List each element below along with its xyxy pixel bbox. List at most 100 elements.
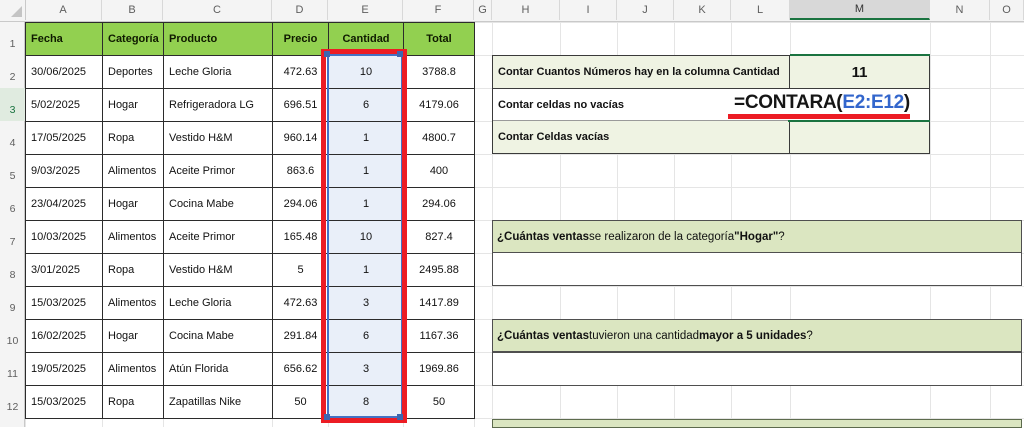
cell-precio-row8[interactable]: 5 [273,254,329,287]
cell-cantidad-row7[interactable]: 10 [329,221,404,254]
row-header-1[interactable]: 1 [9,38,16,50]
cell-cantidad-row5[interactable]: 1 [329,155,404,188]
cell-producto-row7[interactable]: Aceite Primor [164,221,273,254]
cell-fecha-row12[interactable]: 15/03/2025 [26,386,103,419]
column-header-G[interactable]: G [474,0,492,20]
table-header-fecha[interactable]: Fecha [26,23,103,56]
cell-cantidad-row9[interactable]: 3 [329,287,404,320]
cell-total-row10[interactable]: 1167.36 [404,320,475,353]
cell-precio-row6[interactable]: 294.06 [273,188,329,221]
table-header-total[interactable]: Total [404,23,475,56]
cell-producto-row10[interactable]: Cocina Mabe [164,320,273,353]
cell-fecha-row4[interactable]: 17/05/2025 [26,122,103,155]
row-header-2[interactable]: 2 [9,71,16,83]
cell-producto-row5[interactable]: Aceite Primor [164,155,273,188]
cell-precio-row12[interactable]: 50 [273,386,329,419]
cell-total-row6[interactable]: 294.06 [404,188,475,221]
cell-fecha-row8[interactable]: 3/01/2025 [26,254,103,287]
column-header-H[interactable]: H [492,0,560,20]
selection-handle[interactable] [397,414,403,420]
select-all-corner[interactable] [0,0,26,20]
row-header-10[interactable]: 10 [6,335,19,347]
column-header-A[interactable]: A [25,0,102,20]
row-header-8[interactable]: 8 [9,269,16,281]
cell-categoria-row9[interactable]: Alimentos [103,287,164,320]
cell-precio-row5[interactable]: 863.6 [273,155,329,188]
cell-total-row9[interactable]: 1417.89 [404,287,475,320]
cell-cantidad-row6[interactable]: 1 [329,188,404,221]
cell-producto-row6[interactable]: Cocina Mabe [164,188,273,221]
cell-cantidad-row8[interactable]: 1 [329,254,404,287]
column-header-J[interactable]: J [617,0,674,20]
cell-producto-row8[interactable]: Vestido H&M [164,254,273,287]
selection-handle[interactable] [397,51,403,57]
table-header-precio[interactable]: Precio [273,23,329,56]
question2-answer-cell[interactable] [492,352,1022,386]
column-header-N[interactable]: N [930,0,990,20]
column-header-F[interactable]: F [403,0,474,20]
question1-answer-cell[interactable] [492,252,1022,286]
cell-fecha-row10[interactable]: 16/02/2025 [26,320,103,353]
cell-producto-row12[interactable]: Zapatillas Nike [164,386,273,419]
cell-cantidad-row10[interactable]: 6 [329,320,404,353]
row-header-7[interactable]: 7 [9,236,16,248]
cell-precio-row7[interactable]: 165.48 [273,221,329,254]
row-header-3[interactable]: 3 [0,88,25,121]
row-header-5[interactable]: 5 [9,170,16,182]
question1-banner[interactable]: ¿Cuántas ventas se realizaron de la cate… [492,220,1022,253]
row-header-4[interactable]: 4 [9,137,16,149]
cell-categoria-row8[interactable]: Ropa [103,254,164,287]
cell-total-row5[interactable]: 400 [404,155,475,188]
cell-categoria-row12[interactable]: Ropa [103,386,164,419]
row-header-6[interactable]: 6 [9,203,16,215]
cell-fecha-row6[interactable]: 23/04/2025 [26,188,103,221]
row-header-9[interactable]: 9 [9,302,16,314]
column-header-B[interactable]: B [102,0,163,20]
cell-precio-row10[interactable]: 291.84 [273,320,329,353]
cell-precio-row4[interactable]: 960.14 [273,122,329,155]
cell-fecha-row5[interactable]: 9/03/2025 [26,155,103,188]
cell-cantidad-row12[interactable]: 8 [329,386,404,419]
column-header-O[interactable]: O [990,0,1024,20]
cell-producto-row3[interactable]: Refrigeradora LG [164,89,273,122]
cell-fecha-row3[interactable]: 5/02/2025 [26,89,103,122]
cell-categoria-row3[interactable]: Hogar [103,89,164,122]
cell-producto-row2[interactable]: Leche Gloria [164,56,273,89]
column-header-C[interactable]: C [163,0,272,20]
cell-fecha-row11[interactable]: 19/05/2025 [26,353,103,386]
cell-categoria-row2[interactable]: Deportes [103,56,164,89]
question2-banner[interactable]: ¿Cuántas ventas tuvieron una cantidad ma… [492,319,1022,352]
cell-total-row8[interactable]: 2495.88 [404,254,475,287]
count-nonempty-label[interactable]: Contar celdas no vacías [493,98,624,111]
count-numbers-label[interactable]: Contar Cuantos Números hay en la columna… [493,56,790,88]
table-header-producto[interactable]: Producto [164,23,273,56]
cell-precio-row3[interactable]: 696.51 [273,89,329,122]
cell-producto-row4[interactable]: Vestido H&M [164,122,273,155]
cell-categoria-row10[interactable]: Hogar [103,320,164,353]
column-header-E[interactable]: E [328,0,403,20]
column-header-M[interactable]: M [790,0,930,20]
count-numbers-value-cell[interactable]: 11 [790,56,929,88]
table-header-categoria[interactable]: Categoría [103,23,164,56]
cell-categoria-row4[interactable]: Ropa [103,122,164,155]
cell-total-row4[interactable]: 4800.7 [404,122,475,155]
cell-total-row7[interactable]: 827.4 [404,221,475,254]
cell-categoria-row6[interactable]: Hogar [103,188,164,221]
cell-precio-row11[interactable]: 656.62 [273,353,329,386]
cell-total-row2[interactable]: 3788.8 [404,56,475,89]
row-header-11[interactable]: 11 [7,368,18,380]
count-empty-value-cell[interactable] [790,121,929,153]
cell-categoria-row11[interactable]: Alimentos [103,353,164,386]
cell-fecha-row9[interactable]: 15/03/2025 [26,287,103,320]
formula-edit-text[interactable]: =CONTARA(E2:E12) [722,92,922,114]
column-header-L[interactable]: L [731,0,790,20]
cell-precio-row2[interactable]: 472.63 [273,56,329,89]
column-header-D[interactable]: D [272,0,328,20]
count-empty-label[interactable]: Contar Celdas vacías [493,121,790,153]
cell-total-row3[interactable]: 4179.06 [404,89,475,122]
cell-producto-row11[interactable]: Atún Florida [164,353,273,386]
selection-handle[interactable] [324,51,330,57]
column-header-I[interactable]: I [560,0,617,20]
row-header-12[interactable]: 12 [6,401,19,413]
cell-producto-row9[interactable]: Leche Gloria [164,287,273,320]
